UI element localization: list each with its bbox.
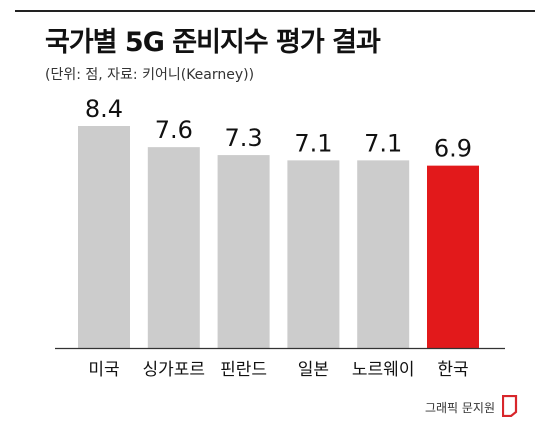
category-label-2: 핀란드 [220, 360, 267, 380]
bar-2 [217, 155, 270, 348]
graphic-credit: 그래픽 문지원 [424, 401, 495, 415]
value-label-3: 7.1 [294, 129, 332, 157]
top-rule [15, 10, 535, 12]
value-label-5: 6.9 [434, 135, 472, 163]
value-label-1: 7.6 [155, 116, 193, 144]
chart-title: 국가별 5G 준비지수 평가 결과 [45, 27, 381, 58]
chart-subtitle: (단위: 점, 자료: 키어니(Kearney)) [45, 67, 255, 83]
bar-1 [147, 147, 200, 348]
category-label-0: 미국 [88, 360, 119, 380]
category-label-4: 노르웨이 [352, 360, 415, 380]
bar-5 [427, 165, 479, 348]
value-label-2: 7.3 [225, 124, 263, 152]
value-label-4: 7.1 [364, 129, 402, 157]
category-label-3: 일본 [298, 360, 329, 380]
category-label-5: 한국 [437, 360, 468, 380]
bar-4 [357, 160, 410, 348]
value-label-0: 8.4 [85, 95, 123, 123]
logo-icon [502, 395, 518, 417]
bar-0 [78, 126, 130, 348]
category-label-1: 싱가포르 [143, 360, 206, 380]
bar-3 [287, 160, 340, 348]
